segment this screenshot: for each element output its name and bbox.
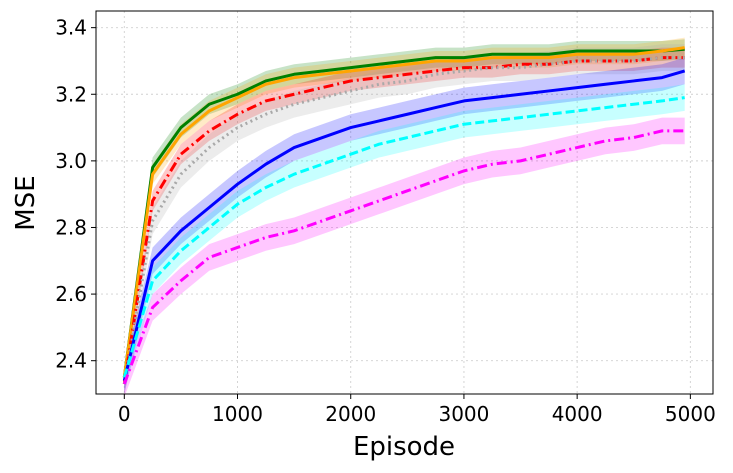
series-6-line bbox=[122, 129, 685, 385]
y-tick-label: 3.4 bbox=[55, 16, 87, 40]
plot-frame bbox=[95, 10, 714, 395]
series-6-band bbox=[124, 117, 685, 398]
y-axis-title: MSE bbox=[11, 175, 41, 230]
x-axis-title: Episode bbox=[353, 432, 455, 462]
x-tick-label: 3000 bbox=[438, 402, 489, 426]
x-tick-label: 5000 bbox=[665, 402, 716, 426]
series-4-band bbox=[124, 57, 685, 394]
series-5-line bbox=[122, 96, 685, 378]
series-4-line bbox=[122, 69, 686, 382]
y-tick-label: 3.2 bbox=[55, 82, 87, 106]
series-lines bbox=[122, 46, 686, 385]
y-tick-label: 2.6 bbox=[55, 282, 87, 306]
confidence-bands bbox=[124, 37, 685, 398]
series-5-band bbox=[124, 84, 685, 391]
x-tick-label: 4000 bbox=[552, 402, 603, 426]
series-1-line bbox=[122, 46, 685, 378]
x-tick-label: 2000 bbox=[325, 402, 376, 426]
y-tick-label: 2.4 bbox=[55, 349, 87, 373]
x-tick-label: 0 bbox=[118, 402, 131, 426]
axis-ticks: 0 1000 2000 3000 4000 5000 2.4 2.6 2.8 3.0 3.2 3.4 bbox=[55, 16, 716, 426]
series-0-line bbox=[122, 47, 685, 378]
y-tick-label: 3.0 bbox=[55, 149, 87, 173]
series-3-line bbox=[122, 56, 685, 385]
y-tick-label: 2.8 bbox=[55, 215, 87, 239]
x-tick-label: 1000 bbox=[212, 402, 263, 426]
